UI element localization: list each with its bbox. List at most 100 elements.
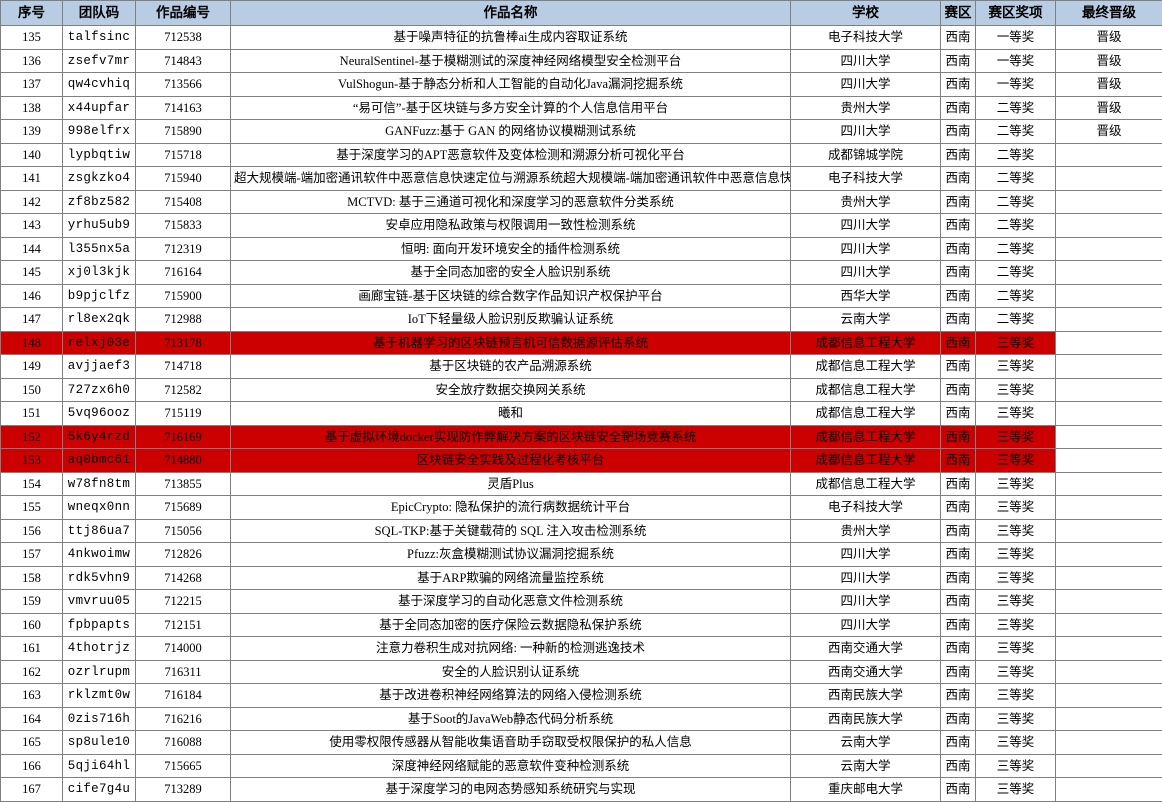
cell-final [1056, 331, 1162, 355]
cell-region: 西南 [941, 214, 976, 238]
cell-name: 安全的人脸识别认证系统 [231, 660, 791, 684]
cell-work: 714718 [136, 355, 231, 379]
cell-region: 西南 [941, 331, 976, 355]
cell-award: 三等奖 [976, 496, 1056, 520]
cell-award: 二等奖 [976, 237, 1056, 261]
cell-award: 三等奖 [976, 355, 1056, 379]
cell-final [1056, 214, 1162, 238]
cell-name: 区块链安全实践及过程化考核平台 [231, 449, 791, 473]
cell-school: 成都锦城学院 [791, 143, 941, 167]
cell-work: 714843 [136, 49, 231, 73]
cell-final [1056, 237, 1162, 261]
cell-team: 727zx6h0 [63, 378, 136, 402]
cell-name: 深度神经网络赋能的恶意软件变种检测系统 [231, 754, 791, 778]
cell-name: 基于Soot的JavaWeb静态代码分析系统 [231, 707, 791, 731]
cell-region: 西南 [941, 472, 976, 496]
cell-team: zf8bz582 [63, 190, 136, 214]
cell-region: 西南 [941, 402, 976, 426]
cell-award: 三等奖 [976, 590, 1056, 614]
cell-team: relxj03e [63, 331, 136, 355]
cell-final [1056, 731, 1162, 755]
cell-seq: 141 [1, 167, 63, 191]
cell-seq: 146 [1, 284, 63, 308]
cell-name: 安卓应用隐私政策与权限调用一致性检测系统 [231, 214, 791, 238]
cell-seq: 144 [1, 237, 63, 261]
cell-name: 基于全同态加密的安全人脸识别系统 [231, 261, 791, 285]
cell-seq: 136 [1, 49, 63, 73]
cell-team: zsefv7mr [63, 49, 136, 73]
cell-work: 713178 [136, 331, 231, 355]
cell-final [1056, 754, 1162, 778]
cell-name: NeuralSentinel-基于模糊测试的深度神经网络模型安全检测平台 [231, 49, 791, 73]
cell-region: 西南 [941, 754, 976, 778]
cell-seq: 151 [1, 402, 63, 426]
cell-school: 成都信息工程大学 [791, 402, 941, 426]
cell-award: 二等奖 [976, 308, 1056, 332]
table-header: 序号团队码作品编号作品名称学校赛区赛区奖项最终晋级 [1, 1, 1162, 26]
cell-seq: 150 [1, 378, 63, 402]
cell-work: 715665 [136, 754, 231, 778]
cell-team: b9pjclfz [63, 284, 136, 308]
cell-seq: 153 [1, 449, 63, 473]
cell-award: 三等奖 [976, 684, 1056, 708]
cell-region: 西南 [941, 449, 976, 473]
cell-name: 基于噪声特征的抗鲁棒ai生成内容取证系统 [231, 26, 791, 50]
cell-name: 基于改进卷积神经网络算法的网络入侵检测系统 [231, 684, 791, 708]
cell-name: “易可信”-基于区块链与多方安全计算的个人信息信用平台 [231, 96, 791, 120]
cell-award: 三等奖 [976, 402, 1056, 426]
column-header-work: 作品编号 [136, 1, 231, 26]
cell-award: 三等奖 [976, 566, 1056, 590]
cell-award: 三等奖 [976, 731, 1056, 755]
cell-name: 基于深度学习的电网态势感知系统研究与实现 [231, 778, 791, 802]
cell-seq: 140 [1, 143, 63, 167]
cell-seq: 163 [1, 684, 63, 708]
cell-team: vmvruu05 [63, 590, 136, 614]
cell-region: 西南 [941, 660, 976, 684]
column-header-final: 最终晋级 [1056, 1, 1162, 26]
cell-school: 四川大学 [791, 214, 941, 238]
cell-region: 西南 [941, 778, 976, 802]
cell-region: 西南 [941, 73, 976, 97]
cell-work: 712988 [136, 308, 231, 332]
cell-work: 714268 [136, 566, 231, 590]
cell-region: 西南 [941, 613, 976, 637]
cell-seq: 166 [1, 754, 63, 778]
cell-seq: 156 [1, 519, 63, 543]
cell-school: 四川大学 [791, 613, 941, 637]
cell-school: 西南交通大学 [791, 660, 941, 684]
cell-region: 西南 [941, 143, 976, 167]
cell-award: 三等奖 [976, 378, 1056, 402]
cell-region: 西南 [941, 566, 976, 590]
cell-school: 四川大学 [791, 73, 941, 97]
cell-final: 晋级 [1056, 96, 1162, 120]
cell-team: yrhu5ub9 [63, 214, 136, 238]
cell-final [1056, 355, 1162, 379]
cell-award: 二等奖 [976, 167, 1056, 191]
cell-region: 西南 [941, 49, 976, 73]
cell-award: 二等奖 [976, 120, 1056, 144]
cell-region: 西南 [941, 707, 976, 731]
cell-team: aq0bmc61 [63, 449, 136, 473]
cell-region: 西南 [941, 26, 976, 50]
cell-work: 716169 [136, 425, 231, 449]
cell-region: 西南 [941, 355, 976, 379]
cell-team: lypbqtiw [63, 143, 136, 167]
cell-region: 西南 [941, 496, 976, 520]
cell-final [1056, 284, 1162, 308]
cell-region: 西南 [941, 425, 976, 449]
cell-work: 712215 [136, 590, 231, 614]
cell-school: 四川大学 [791, 49, 941, 73]
cell-name: 超大规模端-端加密通讯软件中恶意信息快速定位与溯源系统超大规模端-端加密通讯软件… [231, 167, 791, 191]
